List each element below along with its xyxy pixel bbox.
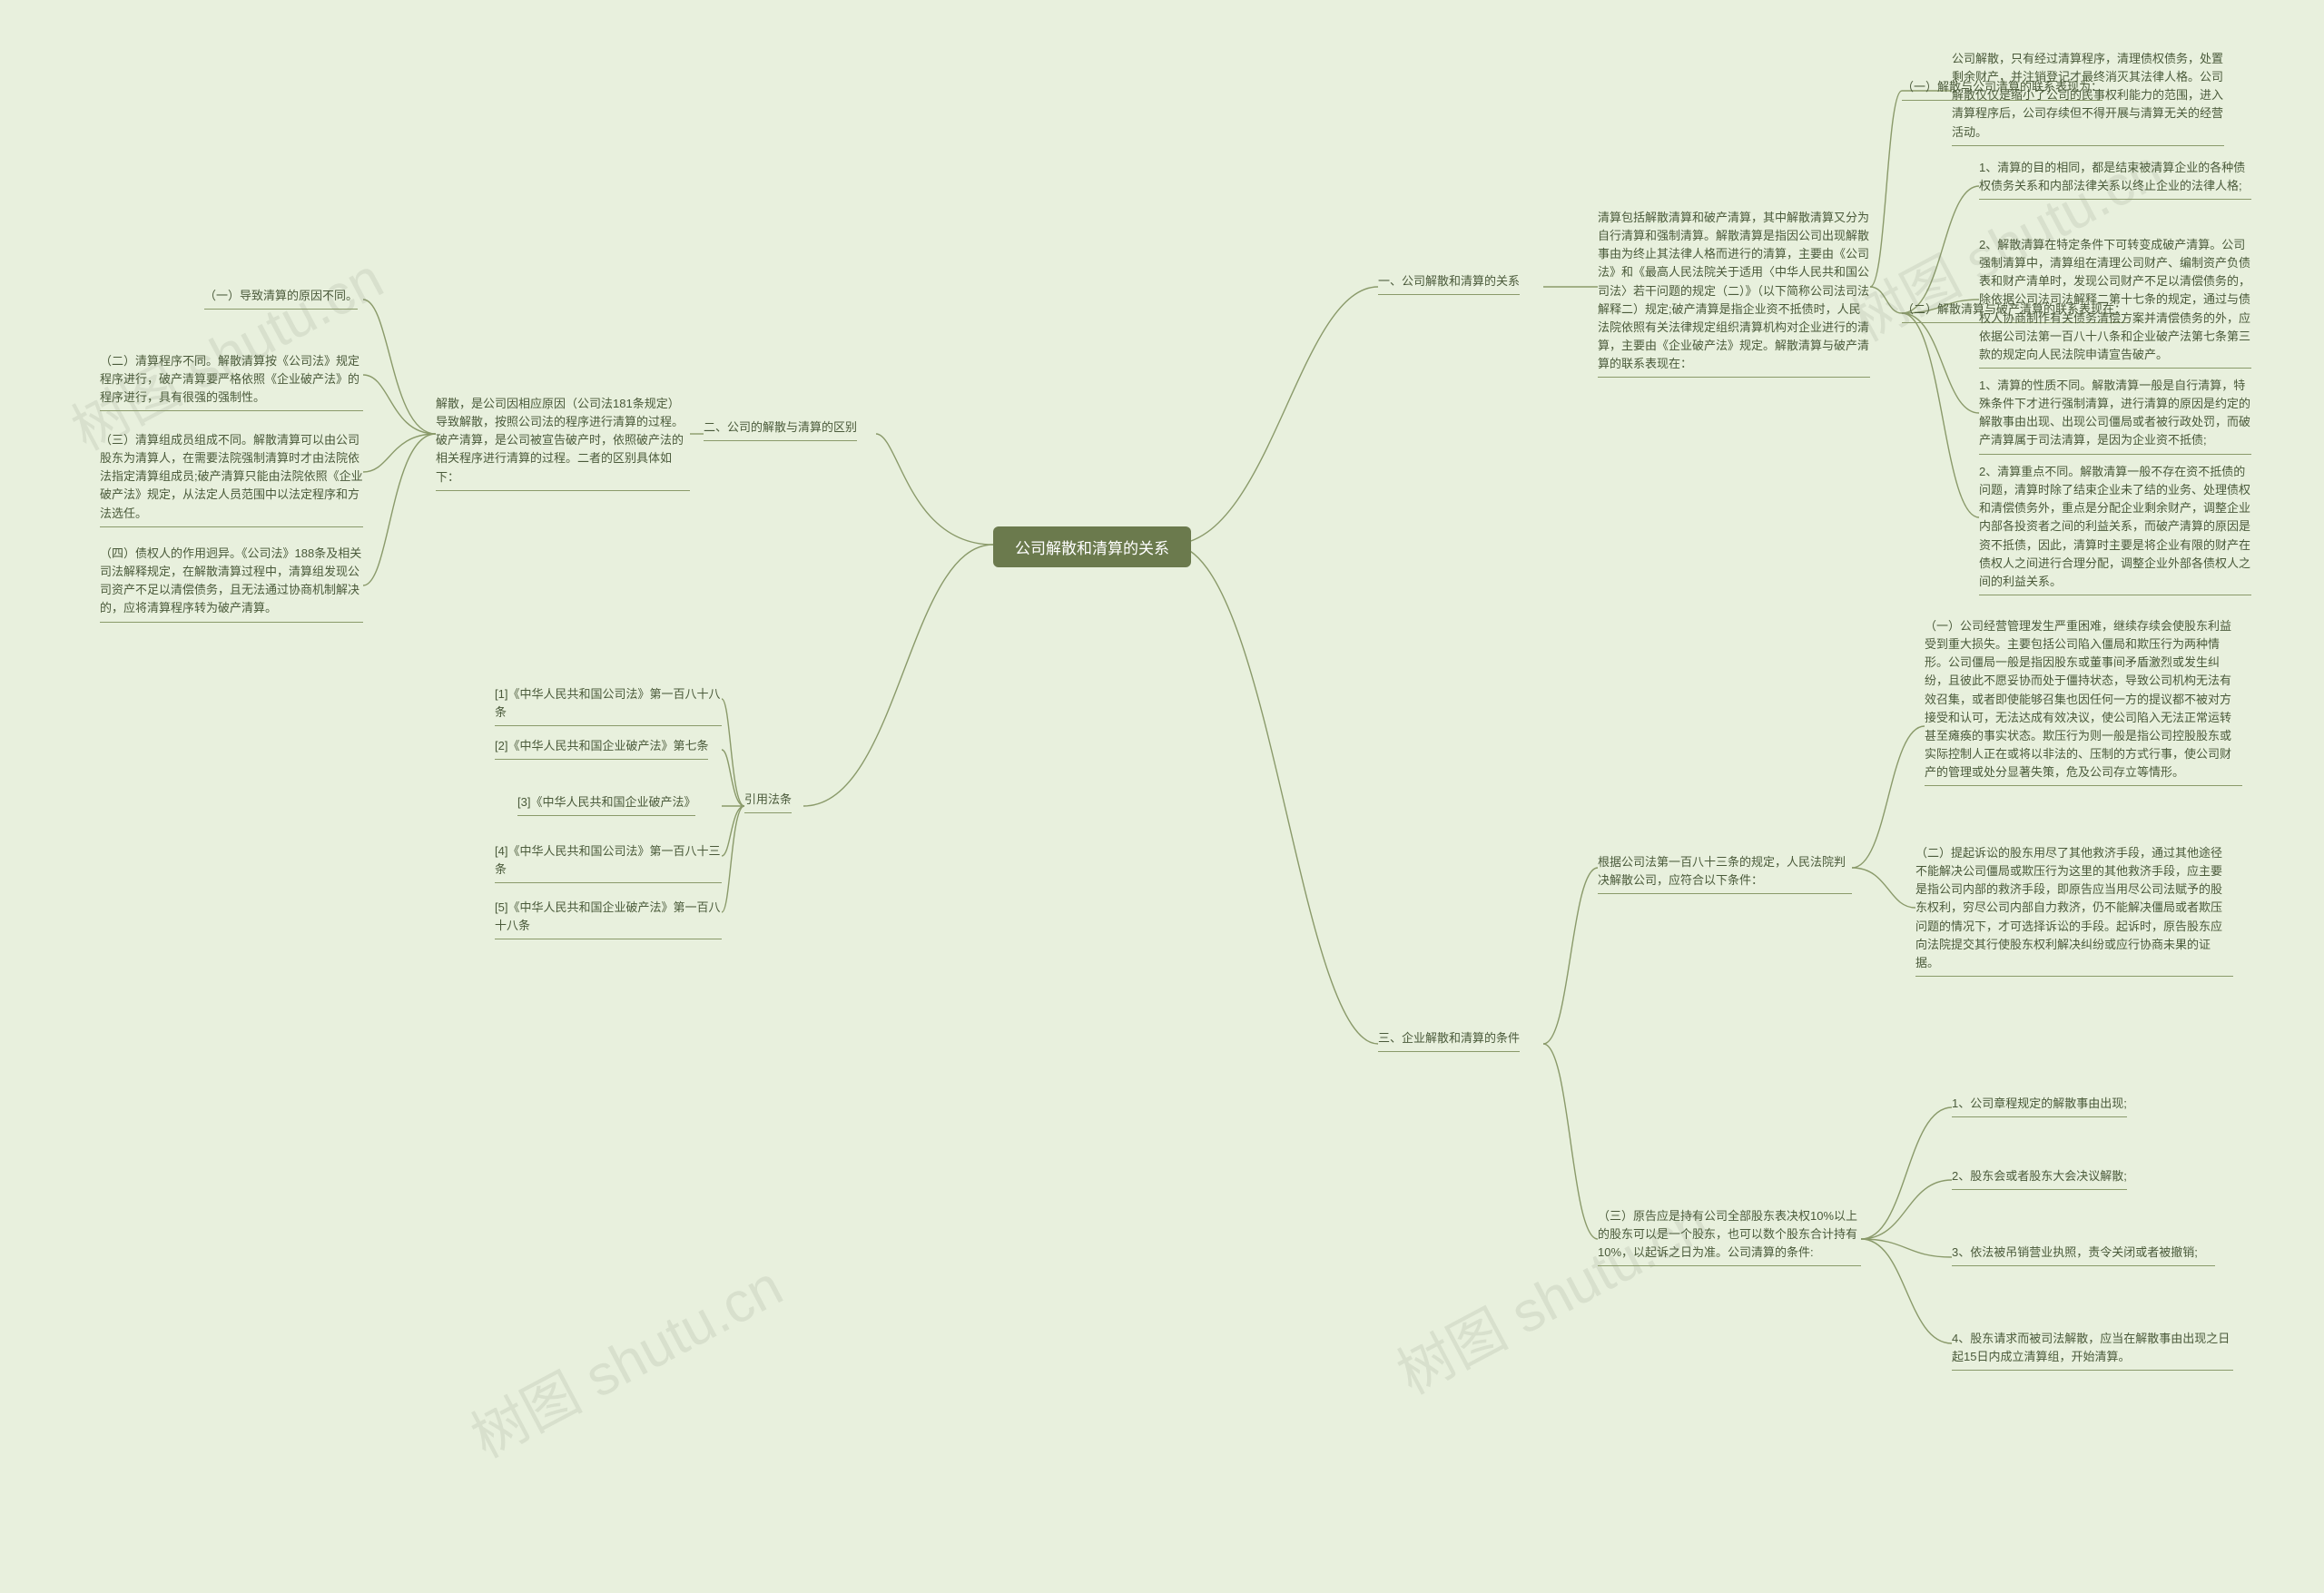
branch-1-2-leaf-4: 2、清算重点不同。解散清算一般不存在资不抵债的问题，清算时除了结束企业未了结的业… [1979,463,2251,595]
branch-cites[interactable]: 引用法条 [744,791,792,813]
branch-3-2-leaf-1: 1、公司章程规定的解散事由出现; [1952,1095,2127,1117]
branch-2-leaf-4: （四）债权人的作用迥异。《公司法》188条及相关司法解释规定，在解散清算过程中，… [100,545,363,623]
watermark-3: 树图 shutu.cn [455,1241,794,1473]
branch-2-leaf-1: （一）导致清算的原因不同。 [204,287,358,310]
branch-1-desc: 清算包括解散清算和破产清算，其中解散清算又分为自行清算和强制清算。解散清算是指因… [1598,209,1870,378]
branch-3-2-leaf-3: 3、依法被吊销营业执照，责令关闭或者被撤销; [1952,1244,2215,1266]
branch-3[interactable]: 三、企业解散和清算的条件 [1378,1029,1520,1052]
branch-2-leaf-2: （二）清算程序不同。解散清算按《公司法》规定程序进行，破产清算要严格依照《企业破… [100,352,363,411]
root-node[interactable]: 公司解散和清算的关系 [993,526,1191,567]
branch-3-2-leaf-2: 2、股东会或者股东大会决议解散; [1952,1167,2127,1190]
branch-2-leaf-3: （三）清算组成员组成不同。解散清算可以由公司股东为清算人，在需要法院强制清算时才… [100,431,363,527]
cite-1: [1]《中华人民共和国公司法》第一百八十八条 [495,685,722,726]
branch-2-intro: 解散，是公司因相应原因（公司法181条规定）导致解散，按照公司法的程序进行清算的… [436,395,690,491]
branch-1-2-leaf-2: 2、解散清算在特定条件下可转变成破产清算。公司强制清算中，清算组在清理公司财产、… [1979,236,2251,369]
cite-5: [5]《中华人民共和国企业破产法》第一百八十八条 [495,899,722,939]
branch-1-1-leaf: 公司解散，只有经过清算程序，清理债权债务，处置剩余财产，并注销登记才最终消灭其法… [1952,50,2224,146]
cite-3: [3]《中华人民共和国企业破产法》 [517,793,695,816]
branch-1-2-leaf-1: 1、清算的目的相同，都是结束被清算企业的各种债权债务关系和内部法律关系以终止企业… [1979,159,2251,200]
branch-3-2-leaf-4: 4、股东请求而被司法解散，应当在解散事由出现之日起15日内成立清算组，开始清算。 [1952,1330,2233,1371]
cite-2: [2]《中华人民共和国企业破产法》第七条 [495,737,708,760]
branch-3-1-leaf-2: （二）提起诉讼的股东用尽了其他救济手段，通过其他途径不能解决公司僵局或欺压行为这… [1915,844,2233,977]
branch-3-desc-1: 根据公司法第一百八十三条的规定，人民法院判决解散公司，应符合以下条件： [1598,853,1852,894]
branch-1-2-leaf-3: 1、清算的性质不同。解散清算一般是自行清算，特殊条件下才进行强制清算，进行清算的… [1979,377,2251,455]
branch-2[interactable]: 二、公司的解散与清算的区别 [704,418,857,441]
cite-4: [4]《中华人民共和国公司法》第一百八十三条 [495,842,722,883]
branch-1[interactable]: 一、公司解散和清算的关系 [1378,272,1520,295]
branch-3-desc-2: （三）原告应是持有公司全部股东表决权10%以上的股东可以是一个股东，也可以数个股… [1598,1207,1861,1266]
branch-3-1-leaf-1: （一）公司经营管理发生严重困难，继续存续会使股东利益受到重大损失。主要包括公司陷… [1925,617,2242,786]
